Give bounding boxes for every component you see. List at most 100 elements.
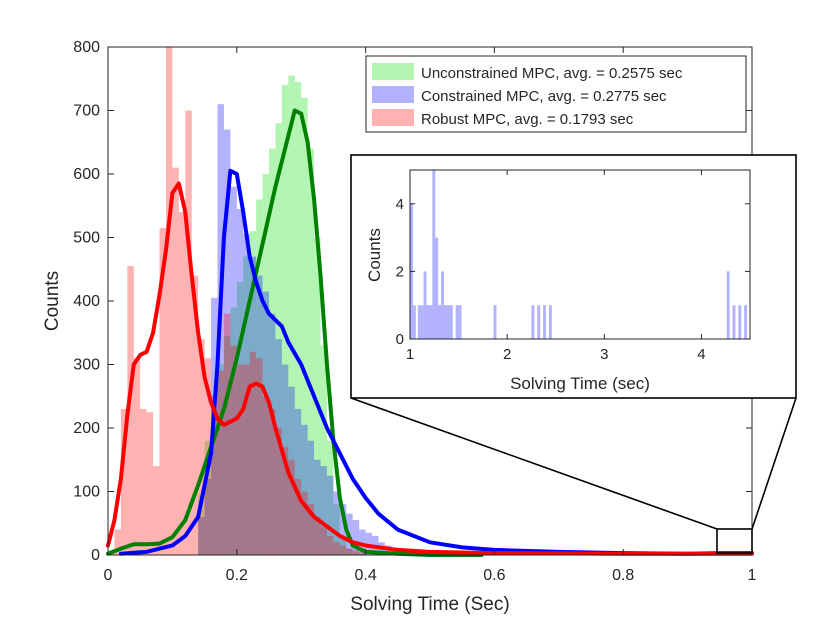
zoom-connectors [350,397,797,554]
inset-bar [493,305,497,339]
x-tick-label: 0.8 [612,567,634,584]
y-tick-label: 300 [73,357,100,374]
bar-unconstrained [288,75,295,555]
zoom-connector-left [350,397,718,530]
inset-x-ticks: 1 2 3 4 [406,170,706,363]
bar-constrained [249,256,257,555]
bar-robust [114,529,121,555]
bar-constrained [288,386,295,555]
bar-robust [153,466,160,555]
inset-bar [444,305,447,339]
main-x-ticks: 0 0.2 0.4 0.6 0.8 1 [104,47,757,584]
bar-robust [133,358,141,555]
inset-x-axis-label: Solving Time (sec) [510,374,650,393]
bar-constrained [256,275,263,555]
bar-constrained [359,529,366,555]
bar-unconstrained [294,81,302,556]
bar-constrained [339,504,347,555]
bar-constrained [275,339,282,555]
bar-unconstrained [249,231,257,555]
bar-unconstrained [243,256,250,555]
inset-x-tick-label: 2 [503,346,511,363]
bar-unconstrained [262,174,269,555]
bar-robust [307,504,315,555]
bar-unconstrained [333,504,340,555]
legend: Unconstrained MPC, avg. = 0.2575 sec Con… [365,55,747,133]
legend-swatch-constrained [372,86,414,103]
inset-bar [726,271,730,339]
bar-unconstrained [204,440,212,555]
x-tick-label: 0.2 [226,567,248,584]
inset-bar [543,305,546,339]
bar-robust [339,545,347,555]
inset-y-tick-label: 0 [396,331,404,348]
bar-unconstrained [281,85,289,555]
zoom-connector-right [751,397,797,530]
bar-robust [191,275,199,555]
inset-plot-area [409,169,751,340]
bar-unconstrained [211,408,218,555]
y-tick-label: 700 [73,103,100,120]
main-y-axis-label: Counts [42,271,63,331]
bar-robust [314,516,321,555]
bar-constrained [320,466,327,555]
bar-unconstrained [339,535,347,555]
bar-robust [120,408,128,555]
legend-label-robust: Robust MPC, avg. = 0.1793 sec [421,111,634,128]
bar-robust [320,526,327,555]
bar-unconstrained [359,553,366,555]
inset-bar [426,305,430,339]
bar-unconstrained [217,364,224,555]
bar-unconstrained [236,281,244,555]
inset-bar [423,271,427,339]
bar-robust [140,408,147,555]
inset-bar [420,305,424,339]
bar-unconstrained [346,548,353,555]
bar-unconstrained [307,148,315,555]
bar-robust [352,549,360,555]
x-tick-label: 1 [748,567,757,584]
bar-robust [281,447,289,555]
inset-panel: 1 2 3 4 0 2 4 Solving Time (sec) Counts [350,154,797,399]
density-curve-robust [106,181,754,556]
inset-bar [435,237,439,339]
bar-robust [262,396,269,555]
inset-bar [744,305,748,339]
bar-constrained [326,475,334,556]
bar-robust [359,551,366,555]
bar-robust [172,167,179,555]
inset-y-tick-label: 2 [396,263,404,280]
inset-x-tick-label: 4 [697,346,705,363]
bar-constrained [307,440,315,555]
bar-robust [236,364,244,555]
bar-constrained [314,459,321,555]
main-density-curves [106,108,754,557]
bar-robust [294,478,302,555]
bar-robust [288,459,295,555]
inset-bar [738,305,742,339]
bar-robust [217,370,224,555]
inset-bar [732,305,736,339]
y-tick-label: 600 [73,166,100,183]
bar-robust [146,412,154,556]
bar-constrained [198,516,205,555]
bar-constrained [352,520,360,555]
bar-unconstrained [223,335,231,555]
inset-bar [531,305,535,339]
bar-robust [178,212,186,555]
bar-robust [165,47,173,555]
bar-robust [159,227,166,555]
bar-robust [211,396,218,555]
y-tick-label: 800 [73,39,100,56]
bar-robust [249,351,257,555]
inset-bar [446,305,450,339]
density-curve-unconstrained [106,108,484,557]
inset-bar [429,305,433,339]
legend-label-constrained: Constrained MPC, avg. = 0.2775 sec [421,88,667,105]
bar-unconstrained [320,345,327,555]
inset-y-ticks: 0 2 4 [396,196,750,348]
legend-box [365,55,747,133]
bar-robust [230,345,237,555]
inset-y-axis-label: Counts [365,228,384,282]
